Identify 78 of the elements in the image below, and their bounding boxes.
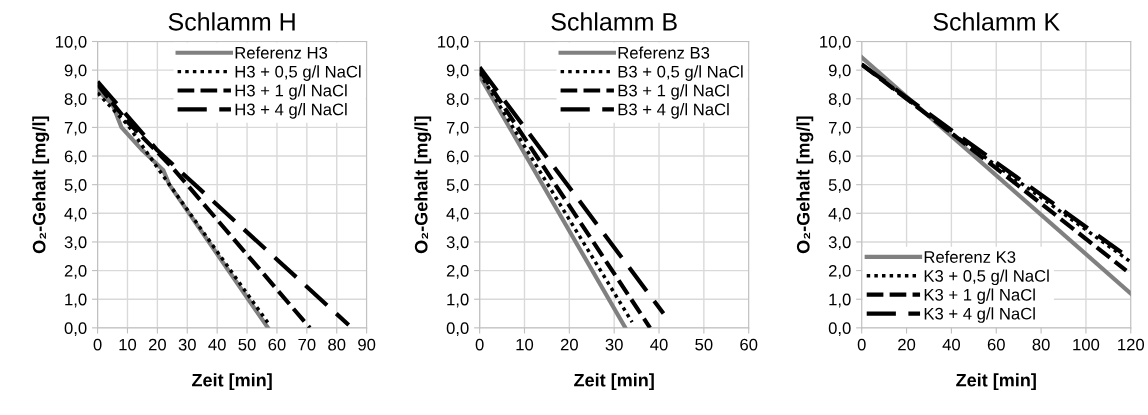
y-tick-label: 5,0	[828, 179, 851, 193]
x-tick-label: 60	[987, 338, 1005, 351]
x-tick-label: 10	[516, 338, 534, 351]
x-tick-label: 60	[268, 338, 286, 351]
y-tick-label: 4,0	[64, 207, 87, 222]
y-tick-label: 10,0	[820, 35, 851, 50]
x-axis-title: Zeit [min]	[956, 373, 1036, 391]
x-tick-label: 0	[475, 338, 484, 351]
x-tick-label: 100	[1073, 338, 1100, 351]
y-tick-label: 0,0	[446, 322, 469, 337]
y-tick-label: 2,0	[446, 264, 469, 279]
chart-title: Schlamm B	[551, 12, 677, 31]
y-tick-label: 9,0	[64, 64, 87, 79]
legend-label: Referenz B3	[618, 46, 710, 59]
x-tick-label: 40	[942, 338, 961, 351]
y-tick-label: 8,0	[828, 93, 851, 107]
y-axis-title: O₂-Gehalt [mg/l]	[414, 116, 432, 254]
y-axis-title: O₂-Gehalt [mg/l]	[796, 116, 814, 254]
legend-label: B3 + 0,5 g/l NaCl	[618, 65, 743, 81]
x-tick-label: 40	[208, 338, 226, 351]
y-tick-label: 8,0	[446, 93, 469, 107]
legend-label: K3 + 0,5 g/l NaCl	[924, 269, 1049, 286]
x-axis-title: Zeit [min]	[574, 373, 654, 391]
x-tick-label: 0	[857, 338, 866, 351]
x-tick-label: 50	[695, 338, 713, 351]
legend-label: H3 + 4 g/l NaCl	[235, 103, 347, 119]
y-tick-label: 1,0	[447, 293, 469, 308]
x-tick-label: 20	[560, 338, 578, 351]
y-axis-title: O₂-Gehalt [mg/l]	[32, 116, 50, 254]
legend-label: B3 + 4 g/l NaCl	[618, 103, 729, 119]
y-tick-label: 5,0	[64, 179, 87, 193]
legend-label: Referenz K3	[924, 250, 1016, 263]
y-tick-label: 8,0	[64, 93, 87, 107]
y-tick-label: 7,0	[828, 121, 851, 136]
x-tick-label: 0	[93, 338, 102, 351]
y-tick-label: 1,0	[65, 293, 87, 308]
y-tick-label: 3,0	[64, 236, 87, 251]
x-tick-label: 80	[1032, 338, 1050, 351]
y-tick-label: 0,0	[64, 322, 87, 337]
y-tick-label: 4,0	[828, 207, 851, 222]
y-tick-label: 6,0	[64, 150, 87, 165]
y-tick-label: 1,0	[829, 293, 851, 308]
legend-label: Referenz H3	[235, 46, 328, 59]
y-tick-label: 3,0	[446, 236, 469, 251]
x-tick-label: 70	[298, 338, 316, 351]
x-tick-label: 30	[178, 338, 196, 351]
x-axis-title: Zeit [min]	[192, 373, 272, 391]
chart-title: Schlamm K	[933, 12, 1060, 31]
y-tick-label: 5,0	[446, 179, 469, 193]
x-tick-label: 20	[898, 338, 916, 351]
y-tick-label: 6,0	[828, 150, 851, 165]
x-tick-label: 120	[1118, 338, 1145, 351]
x-tick-label: 10	[119, 338, 137, 351]
x-tick-label: 50	[238, 338, 256, 351]
chart-title: Schlamm H	[168, 12, 295, 31]
y-tick-label: 2,0	[64, 264, 87, 279]
y-tick-label: 9,0	[828, 64, 851, 79]
y-tick-label: 6,0	[446, 150, 469, 165]
y-tick-label: 4,0	[446, 207, 469, 222]
y-tick-label: 9,0	[446, 64, 469, 79]
y-tick-label: 2,0	[828, 264, 851, 279]
y-tick-label: 7,0	[446, 121, 469, 136]
legend-label: K3 + 1 g/l NaCl	[924, 288, 1035, 304]
legend-label: B3 + 1 g/l NaCl	[618, 84, 729, 100]
x-tick-label: 40	[650, 338, 668, 351]
y-tick-label: 7,0	[64, 121, 87, 136]
x-tick-label: 90	[358, 338, 376, 351]
x-tick-label: 60	[740, 338, 758, 351]
y-tick-label: 10,0	[56, 35, 87, 50]
x-tick-label: 80	[328, 338, 346, 351]
y-tick-label: 10,0	[438, 35, 469, 50]
y-tick-label: 0,0	[828, 322, 851, 337]
legend-label: H3 + 0,5 g/l NaCl	[235, 65, 361, 81]
y-tick-label: 3,0	[828, 236, 851, 251]
legend-label: K3 + 4 g/l NaCl	[924, 307, 1035, 323]
legend-label: H3 + 1 g/l NaCl	[235, 84, 347, 100]
x-tick-label: 30	[605, 338, 623, 351]
x-tick-label: 20	[148, 338, 166, 351]
